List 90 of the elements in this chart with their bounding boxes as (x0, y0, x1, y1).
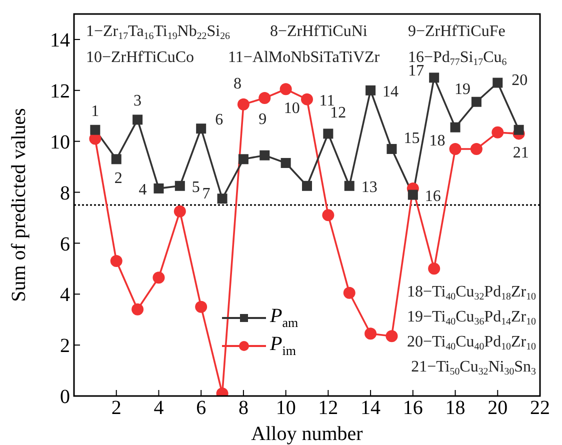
x-axis-title: Alloy number (251, 423, 364, 445)
annotation: 18−Ti$_{40}$Cu$_{32}$Pd$_{18}$Zr$_{10}$ (407, 284, 536, 302)
annotation: 10 (284, 100, 300, 118)
text: 1−Zr$_{17}$Ta$_{16}$Ti$_{19}$Nb$_{22}$Si$_{26}$ (86, 23, 230, 42)
legend-label: P$_{im}$ (270, 333, 296, 358)
annotation: 21−Ti$_{50}$Cu$_{32}$Ni$_{30}$Sn$_{3}$ (411, 358, 536, 378)
point (237, 98, 250, 110)
point (514, 124, 524, 135)
point (492, 126, 504, 138)
point (429, 72, 440, 83)
point (174, 180, 185, 191)
point (154, 183, 164, 194)
point (110, 255, 122, 268)
point (152, 272, 165, 284)
point (280, 83, 292, 96)
point (386, 144, 397, 154)
y-tick-label: 4 (60, 284, 70, 306)
annotation: 4 (138, 181, 147, 198)
point (196, 124, 206, 134)
point (260, 150, 270, 160)
annotation: 1 (91, 102, 100, 120)
annotation: 2 (114, 170, 122, 188)
annotation: 8 (233, 75, 242, 92)
point (301, 93, 313, 106)
annotation: 5 (192, 178, 200, 196)
point (174, 205, 186, 218)
point (471, 96, 482, 107)
point (258, 92, 271, 104)
annotation: 11−AlMoNbSiTaTiVZr (228, 49, 380, 66)
point (280, 158, 291, 168)
point (132, 114, 143, 125)
point (386, 330, 398, 342)
point (132, 303, 144, 316)
annotation: 20−Ti$_{40}$Cu$_{40}$Pd$_{10}$Zr$_{10}$ (407, 334, 536, 352)
annotation: 15 (404, 130, 420, 147)
y-tick-label: 2 (60, 335, 70, 358)
x-tick-label: 16 (402, 397, 423, 420)
point (217, 194, 228, 204)
legend-label: P$_{am}$ (270, 305, 298, 330)
point (111, 154, 122, 164)
y-tick-label: 12 (50, 80, 70, 102)
point (90, 124, 100, 135)
annotation: 14 (382, 83, 399, 100)
y-tick-label: 10 (50, 131, 70, 154)
point (322, 209, 334, 222)
point (492, 78, 503, 88)
y-tick-label: 6 (60, 233, 70, 256)
annotation: 21 (512, 144, 529, 162)
point (302, 180, 312, 191)
y-axis-title: Sum of predicted values (8, 108, 30, 302)
x-tick-label: 2 (111, 397, 122, 420)
y-tick-label: 8 (60, 182, 70, 204)
x-tick-label: 6 (196, 397, 206, 420)
point (470, 142, 482, 155)
x-tick-label: 18 (445, 397, 466, 420)
point (408, 190, 418, 200)
annotation: 19 (454, 80, 470, 98)
point (238, 154, 248, 164)
point (428, 262, 440, 275)
annotation: 19−Ti$_{40}$Cu$_{36}$Pd$_{14}$Zr$_{10}$ (407, 308, 536, 328)
annotation: 7 (202, 186, 210, 203)
point (364, 328, 377, 340)
annotation: 16 (424, 188, 441, 205)
x-tick-label: 8 (238, 397, 248, 420)
point (366, 85, 376, 96)
annotation: 17 (408, 62, 424, 80)
point (344, 180, 354, 191)
annotation: 12 (330, 104, 346, 122)
annotation: 8−ZrHfTiCuNi (270, 23, 368, 40)
x-tick-label: 10 (276, 397, 296, 420)
x-tick-label: 22 (530, 397, 550, 420)
annotation: 9 (258, 111, 267, 128)
annotation: 13 (361, 178, 378, 196)
annotation: 18 (429, 132, 446, 150)
annotation: 10−ZrHfTiCuCo (86, 49, 194, 66)
x-tick-label: 14 (360, 397, 381, 420)
point (195, 300, 208, 313)
point (343, 286, 356, 299)
annotation: 6 (215, 112, 224, 129)
x-tick-label: 12 (318, 397, 338, 420)
annotation: 9−ZrHfTiCuFe (408, 23, 506, 40)
point (449, 142, 462, 155)
point (450, 122, 460, 132)
annotation: 20 (512, 72, 528, 89)
y-tick-label: 0 (60, 386, 70, 408)
x-tick-label: 4 (154, 397, 164, 420)
y-tick-label: 14 (50, 30, 70, 52)
point (323, 128, 334, 139)
x-tick-label: 20 (488, 397, 508, 420)
annotation: 3 (134, 92, 142, 110)
